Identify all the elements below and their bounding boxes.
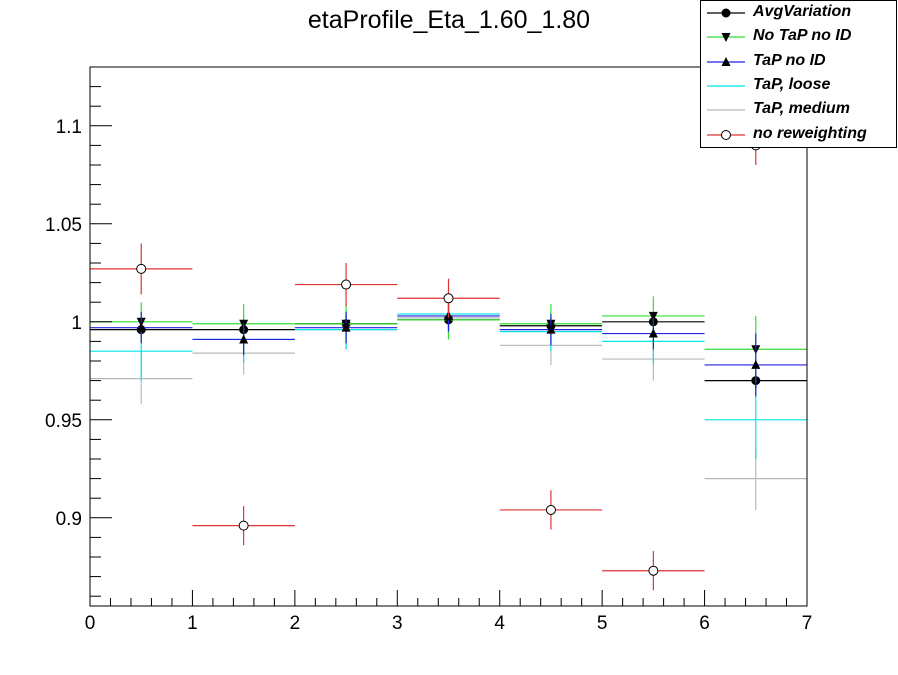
marker-up-triangle bbox=[751, 359, 761, 369]
marker-up-triangle bbox=[546, 324, 556, 334]
x-tick-label: 3 bbox=[392, 613, 403, 634]
legend-symbol bbox=[707, 56, 745, 66]
marker-up-triangle bbox=[341, 322, 351, 332]
legend-label: AvgVariation bbox=[753, 3, 852, 20]
legend-symbol bbox=[707, 109, 745, 111]
marker-open-circle bbox=[443, 293, 454, 304]
series-no-reweighting bbox=[90, 125, 807, 591]
y-tick-label: 0.9 bbox=[56, 509, 82, 530]
x-tick-label: 5 bbox=[597, 613, 608, 634]
marker-open-circle bbox=[238, 520, 249, 531]
x-tick-label: 7 bbox=[802, 613, 813, 634]
marker-open-circle bbox=[341, 279, 352, 290]
marker-open-circle bbox=[545, 504, 556, 515]
legend-entry: AvgVariation bbox=[701, 1, 898, 25]
x-tick-label: 6 bbox=[699, 613, 710, 634]
legend-symbol bbox=[707, 8, 745, 18]
marker-filled-circle bbox=[721, 8, 731, 18]
marker-up-triangle bbox=[721, 56, 731, 66]
marker-open-circle bbox=[136, 263, 147, 274]
legend-label: No TaP no ID bbox=[753, 27, 852, 45]
legend: AvgVariation No TaP no ID TaP no ID TaP, lo… bbox=[700, 0, 897, 148]
plot-frame bbox=[89, 66, 808, 607]
legend-entry: TaP, medium bbox=[701, 98, 898, 122]
legend-entry: no reweighting bbox=[701, 123, 898, 147]
legend-symbol bbox=[707, 85, 745, 87]
legend-label: TaP, medium bbox=[753, 100, 850, 118]
y-tick-label: 1.1 bbox=[56, 117, 82, 138]
x-tick-label: 4 bbox=[494, 613, 505, 634]
marker-open-circle bbox=[721, 129, 731, 140]
x-tick-label: 1 bbox=[187, 613, 198, 634]
axes: 0 1 2 3 4 5 6 7 0.9 0.95 1 1.05 1.1 bbox=[45, 66, 813, 634]
y-tick-label: 1 bbox=[71, 313, 82, 334]
legend-entry: No TaP no ID bbox=[701, 25, 898, 49]
marker-up-triangle bbox=[648, 328, 658, 338]
chart-title: etaProfile_Eta_1.60_1.80 bbox=[307, 6, 591, 34]
x-tick-label: 2 bbox=[290, 613, 301, 634]
y-tick-label: 1.05 bbox=[45, 215, 82, 236]
marker-up-triangle bbox=[239, 334, 249, 344]
legend-symbol bbox=[707, 129, 745, 140]
marker-up-triangle bbox=[136, 322, 146, 332]
legend-label: TaP, loose bbox=[753, 75, 831, 93]
legend-entry: TaP no ID bbox=[701, 50, 898, 74]
marker-open-circle bbox=[648, 565, 659, 576]
marker-down-triangle bbox=[648, 311, 658, 321]
legend-label: no reweighting bbox=[753, 124, 867, 142]
plot-area bbox=[90, 125, 807, 591]
x-tick-label: 0 bbox=[85, 613, 96, 634]
y-tick-label: 0.95 bbox=[45, 411, 82, 432]
marker-down-triangle bbox=[721, 33, 731, 43]
legend-label: TaP no ID bbox=[753, 51, 826, 69]
legend-entry: TaP, loose bbox=[701, 74, 898, 98]
legend-symbol bbox=[707, 33, 745, 43]
